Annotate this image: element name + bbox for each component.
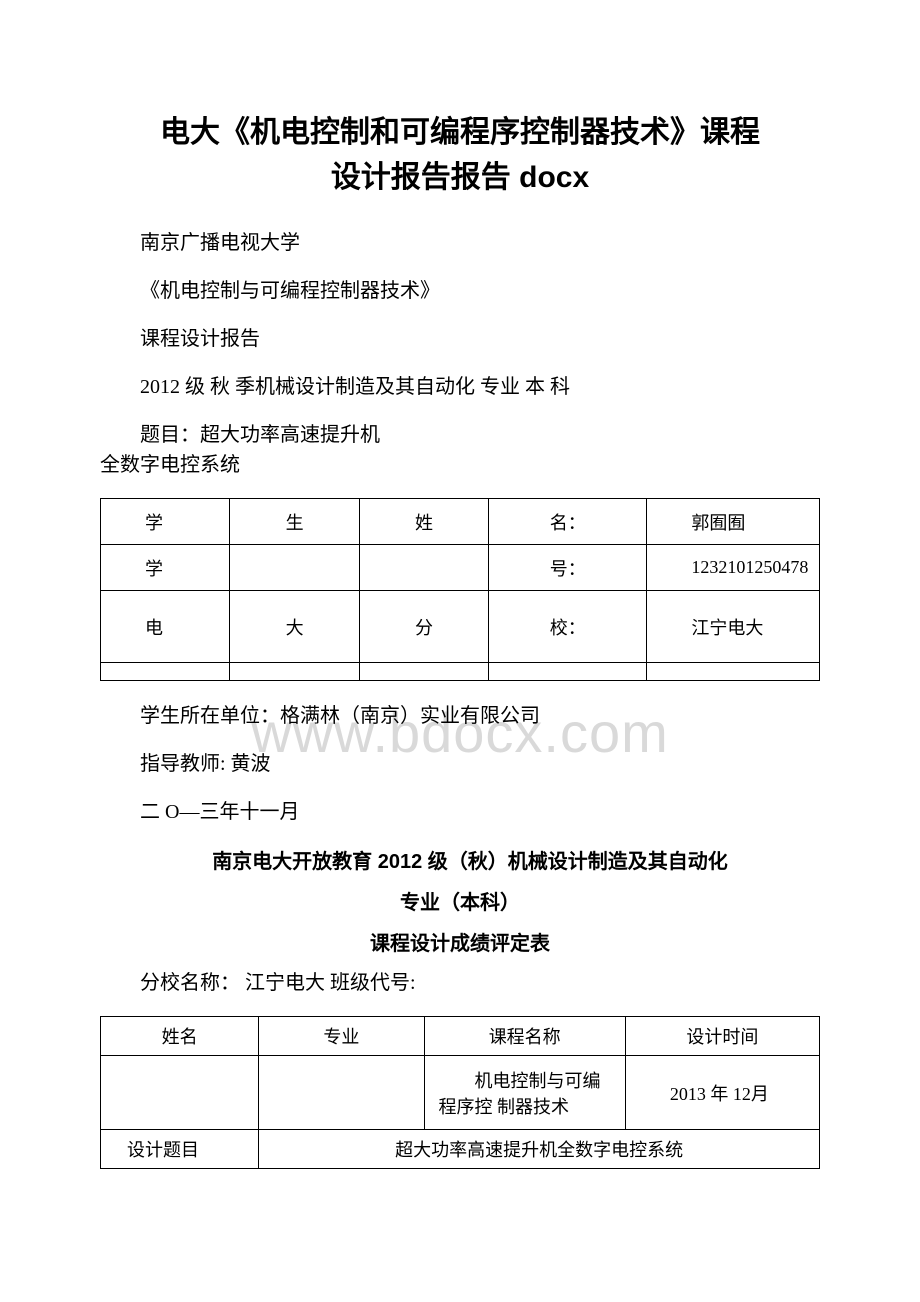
cell-empty <box>647 663 820 681</box>
design-time-value: 2013 年 12月 <box>625 1056 819 1130</box>
course-title: 《机电控制与可编程控制器技术》 <box>100 276 820 306</box>
design-topic-value: 超大功率高速提升机全数字电控系统 <box>259 1130 820 1169</box>
cell-label: 校： <box>489 591 647 663</box>
cell-label: 姓 <box>359 499 488 545</box>
table-row: 机电控制与可编程序控 制器技术 2013 年 12月 <box>101 1056 820 1130</box>
cell-empty <box>230 663 359 681</box>
cell-label: 学 <box>101 499 230 545</box>
advisor-name: 指导教师: 黄波 <box>100 749 820 779</box>
cell-label: 名： <box>489 499 647 545</box>
cell-empty <box>259 1056 424 1130</box>
header-design-time: 设计时间 <box>625 1017 819 1056</box>
table-row: 电 大 分 校： 江宁电大 <box>101 591 820 663</box>
student-affiliation: 学生所在单位：格满林（南京）实业有限公司 <box>100 701 820 731</box>
branch-school-value: 江宁电大 <box>647 591 820 663</box>
student-id-value: 1232101250478 <box>647 545 820 591</box>
cell-label: 电 <box>101 591 230 663</box>
table-row: 设计题目 超大功率高速提升机全数字电控系统 <box>101 1130 820 1169</box>
cell-empty <box>489 663 647 681</box>
table-row: 学 号： 1232101250478 <box>101 545 820 591</box>
document-page: 电大《机电控制和可编程序控制器技术》课程 设计报告报告 docx 南京广播电视大… <box>0 0 920 1249</box>
cohort-info: 2012 级 秋 季机械设计制造及其自动化 专业 本 科 <box>100 372 820 402</box>
header-course: 课程名称 <box>424 1017 625 1056</box>
cell-empty <box>359 545 488 591</box>
cell-label: 分 <box>359 591 488 663</box>
course-name-value: 机电控制与可编程序控 制器技术 <box>424 1056 625 1130</box>
report-date: 二 O—三年十一月 <box>100 797 820 827</box>
title-line-1: 电大《机电控制和可编程序控制器技术》课程 <box>160 116 760 149</box>
university-name: 南京广播电视大学 <box>100 228 820 258</box>
student-info-table: 学 生 姓 名： 郭囿囿 学 号： 1232101250478 电 大 分 校：… <box>100 498 820 681</box>
cell-empty <box>230 545 359 591</box>
table-row-empty <box>101 663 820 681</box>
cell-label: 号： <box>489 545 647 591</box>
table-header-row: 姓名 专业 课程名称 设计时间 <box>101 1017 820 1056</box>
section-heading-2: 专业（本科） <box>100 886 820 915</box>
title-line-2: 设计报告报告 docx <box>331 161 589 194</box>
branch-class-info: 分校名称： 江宁电大 班级代号: <box>100 968 820 998</box>
main-title: 电大《机电控制和可编程序控制器技术》课程 设计报告报告 docx <box>100 110 820 200</box>
section-heading-1: 南京电大开放教育 2012 级（秋）机械设计制造及其自动化 <box>100 845 820 874</box>
header-name: 姓名 <box>101 1017 259 1056</box>
cell-label: 学 <box>101 545 230 591</box>
project-topic-line-1: 题目：超大功率高速提升机 <box>100 420 820 450</box>
table-row: 学 生 姓 名： 郭囿囿 <box>101 499 820 545</box>
section-heading-3: 课程设计成绩评定表 <box>100 927 820 956</box>
cell-empty <box>101 1056 259 1130</box>
header-major: 专业 <box>259 1017 424 1056</box>
cell-empty <box>101 663 230 681</box>
design-topic-label: 设计题目 <box>101 1130 259 1169</box>
cell-label: 生 <box>230 499 359 545</box>
evaluation-table: 姓名 专业 课程名称 设计时间 机电控制与可编程序控 制器技术 2013 年 1… <box>100 1016 820 1169</box>
report-label: 课程设计报告 <box>100 324 820 354</box>
cell-empty <box>359 663 488 681</box>
student-name-value: 郭囿囿 <box>647 499 820 545</box>
cell-label: 大 <box>230 591 359 663</box>
project-topic-line-2: 全数字电控系统 <box>100 450 820 480</box>
